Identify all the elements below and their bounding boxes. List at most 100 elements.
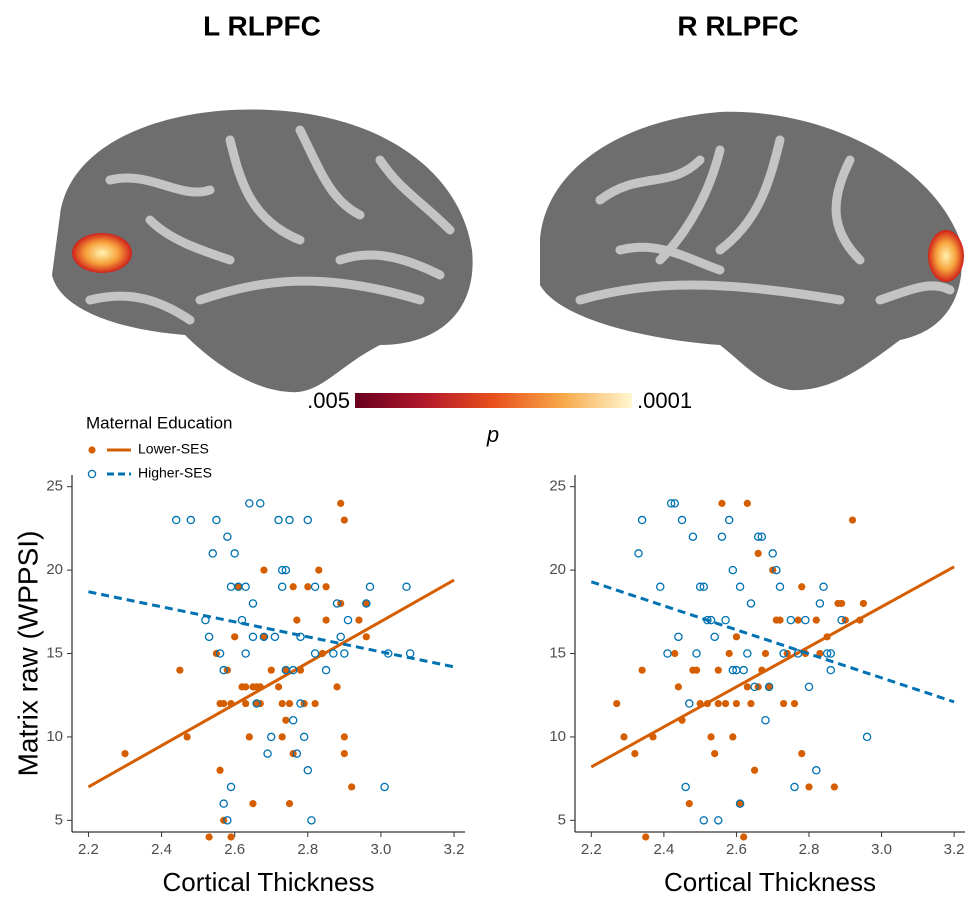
point [252,699,261,708]
panel-title: L RLPFC [203,10,321,41]
point [740,833,748,841]
legend-marker [88,446,96,454]
x-axis-title: Cortical Thickness [163,867,375,897]
point [266,732,276,742]
y-tick-label: 20 [549,561,566,578]
point [638,666,646,674]
point [220,699,228,708]
point [303,766,313,775]
point [248,599,258,608]
point [293,616,301,624]
point [859,599,868,608]
point [736,800,744,808]
point [717,532,727,541]
point [837,615,846,625]
point [761,715,770,725]
point [333,683,341,691]
point [322,583,330,591]
brain-left [52,109,473,393]
point [735,582,745,592]
point [688,532,698,541]
point [256,499,265,508]
point [819,582,828,592]
point [219,799,228,808]
point [277,565,287,575]
point [215,649,225,658]
point [288,665,298,675]
point [223,532,232,541]
point [692,649,701,658]
colorbar-tick-label: .0001 [637,388,692,413]
x-axis-title: Cortical Thickness [664,867,876,897]
point [790,699,799,708]
point [750,766,759,774]
point [729,733,737,741]
point [765,683,773,691]
fit-line [590,580,955,704]
point [798,583,806,591]
point [793,649,803,658]
point [707,733,715,741]
point [205,833,213,841]
point [227,833,235,841]
point [183,733,191,741]
point [186,515,196,525]
point [804,682,814,692]
point [340,749,348,758]
y-tick-label: 20 [46,561,63,578]
point [714,816,723,825]
y-tick-label: 10 [549,728,566,745]
point [739,665,748,675]
point [721,615,730,625]
point [171,515,181,525]
point [362,633,370,641]
point [725,649,733,658]
point [380,782,389,792]
point [365,582,375,592]
point [812,616,820,624]
point [634,549,643,558]
point [231,633,239,641]
point [666,499,676,508]
point [204,632,214,642]
point [296,699,305,708]
point [311,699,319,708]
x-tick-label: 3.0 [871,841,892,858]
point [343,615,353,625]
point [337,499,345,507]
x-tick-label: 2.4 [653,841,674,858]
point [754,549,762,558]
point [277,582,287,592]
point [801,615,810,625]
y-tick-label: 25 [46,478,63,495]
x-tick-label: 3.2 [944,841,965,858]
point [642,833,650,841]
point [815,599,825,608]
point [245,733,253,741]
point [336,632,345,642]
point [743,649,752,658]
y-tick-label: 5 [55,811,63,828]
point [764,682,774,692]
point [746,599,756,608]
point [671,649,679,658]
point [176,666,184,674]
point [699,816,709,825]
point [340,516,348,524]
point [714,699,722,708]
point [674,632,683,642]
x-tick-label: 2.8 [799,841,820,858]
point [805,783,813,791]
fit-line [88,590,455,669]
colorbar-label: p [486,422,499,447]
point [699,582,709,592]
point [812,766,821,775]
x-tick-label: 2.6 [726,841,747,858]
x-tick-label: 2.8 [297,841,318,858]
point [721,699,730,708]
point [677,515,687,525]
point [362,599,370,608]
point [249,800,257,808]
legend-marker [87,469,97,479]
